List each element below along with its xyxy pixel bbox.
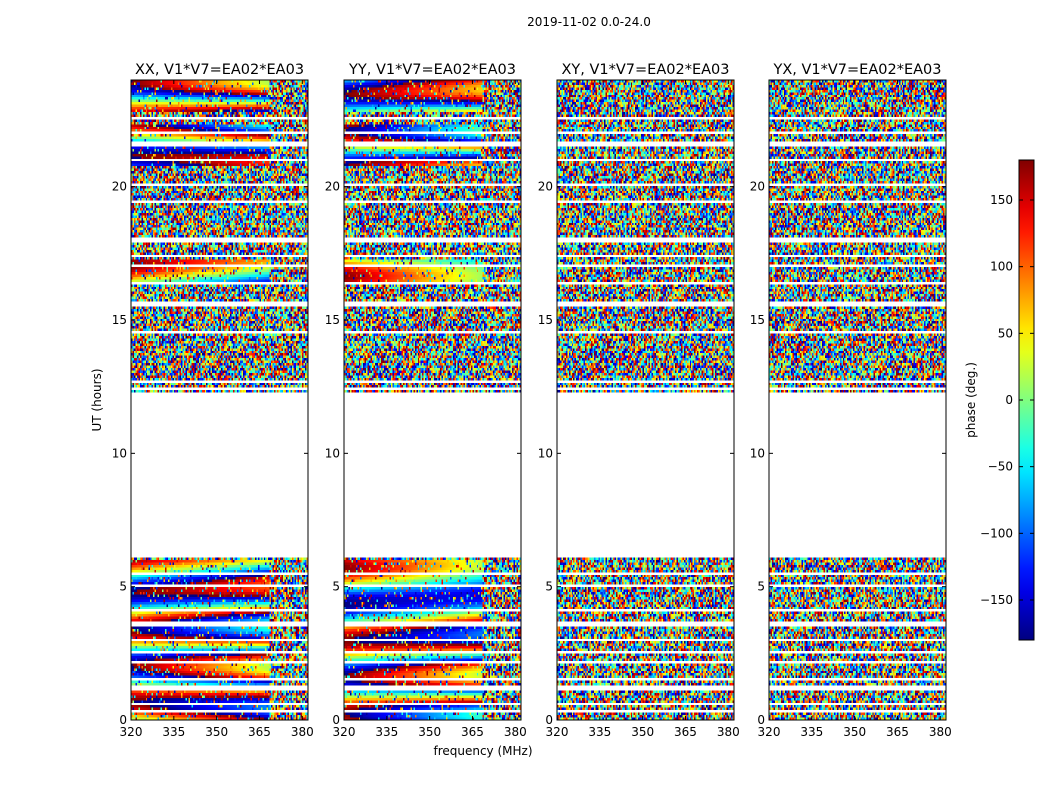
x-tick-label: 320 — [546, 725, 569, 739]
colorbar-tick-label: 50 — [998, 326, 1013, 340]
x-tick-label: 335 — [800, 725, 823, 739]
x-tick-label: 365 — [886, 725, 909, 739]
panel-title: XX, V1*V7=EA02*EA03 — [135, 62, 304, 78]
heatmap-xx — [131, 80, 308, 720]
y-tick-label: 15 — [112, 313, 127, 327]
y-tick-label: 0 — [119, 713, 127, 727]
y-tick-label: 15 — [325, 313, 340, 327]
panel-xy: XY, V1*V7=EA02*EA03 320 335 350 365 380 0 5 10 15… — [538, 62, 740, 739]
y-tick-label: 0 — [545, 713, 553, 727]
colorbar-tick-label: 0 — [1005, 393, 1013, 407]
y-tick-label: 5 — [332, 580, 340, 594]
panels: XX, V1*V7=EA02*EA03 320 335 350 365 380 0 5 10 15… — [112, 62, 952, 739]
x-tick-label: 380 — [929, 725, 952, 739]
y-tick-label: 5 — [545, 580, 553, 594]
x-tick-label: 380 — [717, 725, 740, 739]
y-tick-label: 20 — [750, 180, 765, 194]
colorbar: −150 −100 −50 0 50 100 150 phase (deg.) — [964, 159, 1035, 641]
x-tick-label: 350 — [631, 725, 654, 739]
y-tick-label: 10 — [112, 446, 127, 460]
colorbar-label: phase (deg.) — [964, 362, 978, 438]
y-tick-label: 15 — [538, 313, 553, 327]
x-axis-label: frequency (MHz) — [433, 744, 532, 758]
x-tick-label: 335 — [588, 725, 611, 739]
heatmap-yy — [344, 80, 521, 720]
colorbar-tick-label: −150 — [980, 593, 1013, 607]
x-tick-label: 320 — [758, 725, 781, 739]
x-tick-label: 350 — [205, 725, 228, 739]
x-tick-label: 320 — [120, 725, 143, 739]
panel-frame — [768, 79, 947, 721]
x-tick-label: 365 — [674, 725, 697, 739]
panel-yx: YX, V1*V7=EA02*EA03 320 335 350 365 380 0 5 10 15… — [750, 62, 952, 739]
heatmap-xy — [557, 80, 734, 720]
y-tick-label: 0 — [332, 713, 340, 727]
y-tick-label: 20 — [538, 180, 553, 194]
x-tick-label: 335 — [162, 725, 185, 739]
colorbar-tick-label: −50 — [988, 460, 1013, 474]
y-tick-label: 5 — [119, 580, 127, 594]
figure-title: 2019-11-02 0.0-24.0 — [527, 15, 651, 29]
x-tick-label: 365 — [461, 725, 484, 739]
heatmap-yx — [769, 80, 946, 720]
x-tick-label: 350 — [418, 725, 441, 739]
y-tick-label: 10 — [538, 446, 553, 460]
y-tick-label: 5 — [757, 580, 765, 594]
panel-frame — [556, 79, 735, 721]
x-tick-label: 365 — [248, 725, 271, 739]
x-tick-label: 320 — [333, 725, 356, 739]
y-tick-label: 20 — [112, 180, 127, 194]
x-tick-label: 335 — [375, 725, 398, 739]
colorbar-tick-label: 150 — [990, 193, 1013, 207]
y-tick-label: 10 — [325, 446, 340, 460]
y-tick-label: 0 — [757, 713, 765, 727]
y-tick-label: 15 — [750, 313, 765, 327]
panel-title: XY, V1*V7=EA02*EA03 — [561, 62, 729, 78]
panel-title: YX, V1*V7=EA02*EA03 — [772, 62, 941, 78]
panel-frame — [130, 79, 309, 721]
x-tick-label: 380 — [504, 725, 527, 739]
y-axis-label: UT (hours) — [90, 368, 104, 431]
x-tick-label: 350 — [843, 725, 866, 739]
y-tick-label: 20 — [325, 180, 340, 194]
y-tick-label: 10 — [750, 446, 765, 460]
panel-yy: YY, V1*V7=EA02*EA03 320 335 350 365 380 0 5 10 15… — [325, 62, 527, 739]
panel-xx: XX, V1*V7=EA02*EA03 320 335 350 365 380 0 5 10 15… — [112, 62, 314, 739]
panel-frame — [343, 79, 522, 721]
colorbar-tick-label: −100 — [980, 526, 1013, 540]
panel-title: YY, V1*V7=EA02*EA03 — [348, 62, 516, 78]
x-tick-label: 380 — [291, 725, 314, 739]
colorbar-tick-label: 100 — [990, 260, 1013, 274]
